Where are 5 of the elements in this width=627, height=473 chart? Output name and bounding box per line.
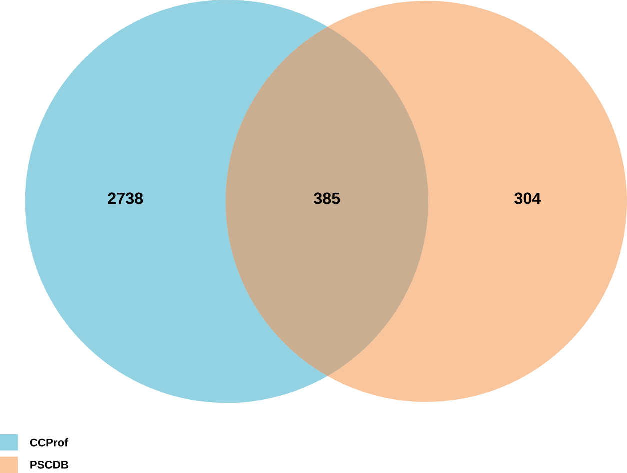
data-label: 304 [514, 192, 542, 204]
data-label: 385 [314, 192, 340, 204]
text: CCProf [30, 438, 68, 447]
data-label: 2738 [108, 192, 144, 204]
text: PSCDB [30, 460, 68, 469]
